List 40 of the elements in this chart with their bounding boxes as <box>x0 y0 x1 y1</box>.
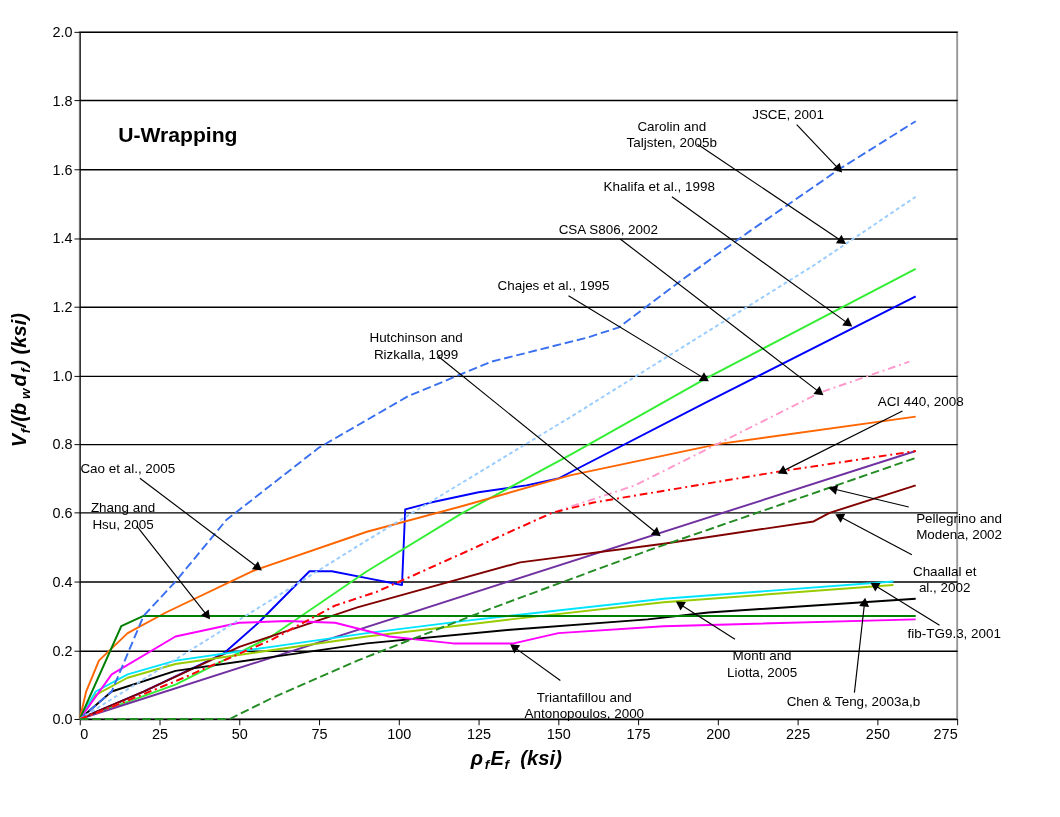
x-tick-label: 0 <box>80 725 89 742</box>
x-tick-label: 225 <box>786 725 811 742</box>
x-tick-label: 50 <box>231 725 248 742</box>
annotation: ACI 440, 2008 <box>877 393 964 409</box>
y-axis-title: Vf/(bwdf) (ksi) <box>7 312 33 448</box>
y-tick-label: 0.8 <box>52 436 73 453</box>
x-tick-label: 250 <box>865 725 890 742</box>
y-tick-label: 1.4 <box>52 230 73 247</box>
x-tick-label: 175 <box>626 725 651 742</box>
annotation: Cao et al., 2005 <box>80 460 176 476</box>
y-tick-label: 2.0 <box>52 24 73 41</box>
annotation: Chaallal et al., 2002 <box>912 563 977 596</box>
x-tick-label: 75 <box>311 725 328 742</box>
y-tick-label: 1.2 <box>52 299 73 316</box>
annotation: Monti and Liotta, 2005 <box>726 648 798 680</box>
annotation: Khalifa et al., 1998 <box>603 179 715 195</box>
annotation: Chajes et al., 1995 <box>497 278 610 294</box>
annotation: Triantafillou and Antonopoulos, 2000 <box>524 689 645 722</box>
text: U-Wrapping <box>118 123 238 147</box>
y-tick-label: 0.4 <box>52 573 73 590</box>
x-tick-label: 25 <box>151 725 169 742</box>
x-tick-label: 100 <box>387 725 412 742</box>
y-tick-label: 1.6 <box>52 161 73 178</box>
annotation: JSCE, 2001 <box>752 107 824 123</box>
y-tick-label: 1.8 <box>52 92 73 109</box>
y-tick-label: 0.0 <box>52 711 73 728</box>
y-tick-label: 0.2 <box>52 642 73 659</box>
x-tick-label: 200 <box>706 725 731 742</box>
annotation: Pellegrino and Modena, 2002 <box>916 510 1003 543</box>
y-tick-label: 1.0 <box>52 367 73 384</box>
x-tick-label: 125 <box>467 725 492 742</box>
y-tick-label: 0.6 <box>52 505 73 522</box>
annotation: CSA S806, 2002 <box>558 221 659 237</box>
x-tick-label: 150 <box>546 725 571 742</box>
annotation: Carolin and Taljsten, 2005b <box>626 118 717 151</box>
annotation: Zhang and Hsu, 2005 <box>90 500 156 532</box>
annotation: fib-TG9.3, 2001 <box>907 626 1001 642</box>
x-tick-label: 275 <box>933 725 958 742</box>
annotation: Hutchinson and Rizkalla, 1999 <box>369 330 463 362</box>
annotation: Chen & Teng, 2003a,b <box>786 693 921 709</box>
